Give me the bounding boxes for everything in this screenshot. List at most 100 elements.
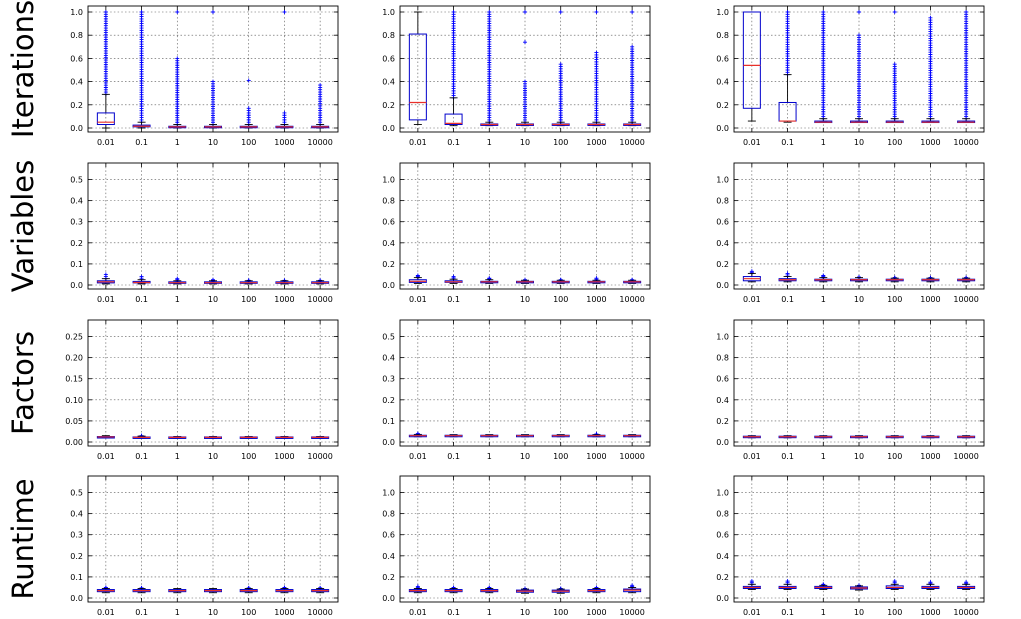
flier-point (964, 10, 969, 14)
box-0.1 (132, 585, 151, 594)
flier-point (246, 78, 251, 83)
flier-point (785, 271, 790, 276)
box-10000 (311, 436, 330, 439)
y-tick-label: 0.2 (382, 260, 395, 269)
box-0.1 (778, 10, 797, 123)
x-tick-label: 100 (241, 295, 256, 304)
box-10 (516, 277, 534, 284)
y-tick-label: 0.4 (716, 78, 729, 87)
y-tick-label: 0.0 (382, 281, 395, 290)
x-tick-label: 1000 (274, 452, 294, 461)
x-tick-label: 10000 (619, 295, 644, 304)
y-tick-label: 0.2 (716, 101, 729, 110)
box-1000 (921, 435, 940, 439)
y-tick-label: 0.15 (65, 375, 83, 384)
box-1 (480, 585, 499, 594)
x-tick-label: 10000 (953, 295, 978, 304)
x-tick-label: 10 (208, 452, 218, 461)
flier-point (487, 10, 492, 14)
flier-point (139, 274, 144, 279)
y-tick-label: 0.8 (716, 197, 729, 206)
box-10 (516, 10, 534, 127)
y-tick-label: 0.3 (70, 531, 83, 540)
box-100 (885, 579, 904, 591)
x-tick-label: 0.01 (97, 452, 115, 461)
flier-point (594, 10, 599, 14)
x-tick-label: 100 (241, 138, 256, 147)
x-tick-label: 0.1 (447, 295, 460, 304)
x-tick-label: 0.01 (743, 608, 761, 617)
y-tick-label: 0.0 (382, 594, 395, 603)
row-label-runtime: Runtime (6, 478, 40, 599)
flier-point (892, 579, 897, 584)
flier-point (749, 579, 754, 584)
y-tick-label: 0.4 (382, 552, 395, 561)
y-tick-label: 0.2 (382, 396, 395, 405)
x-tick-label: 1 (175, 138, 180, 147)
x-tick-label: 10 (208, 608, 218, 617)
x-tick-label: 0.1 (135, 295, 148, 304)
box-10000 (623, 277, 642, 284)
flier-point (964, 580, 969, 585)
x-tick-label: 10 (520, 138, 530, 147)
box-1000 (275, 436, 294, 439)
plot-frame (733, 319, 985, 447)
box-100 (551, 277, 570, 284)
plot-frame (399, 5, 651, 133)
flier-point (892, 62, 897, 67)
x-tick-label: 10000 (307, 608, 332, 617)
plot-frame (399, 475, 651, 603)
x-tick-label: 100 (553, 138, 568, 147)
panel-variables-1: 0.0 0.1 0.2 0.3 0.4 0.5 0.01 0.1 1 10 100 1000 10000 (70, 162, 339, 304)
y-tick-label: 1.0 (382, 8, 395, 17)
box-0.1 (778, 579, 797, 591)
box-100 (885, 435, 904, 439)
box-0.1 (778, 271, 797, 283)
panel-runtime-1: 0.0 0.1 0.2 0.3 0.4 0.5 0.01 0.1 1 10 100 1000 10000 (70, 475, 339, 617)
flier-point (630, 44, 635, 49)
y-tick-label: 0.8 (716, 354, 729, 363)
panel-factors-1: 0.00 0.05 0.10 0.15 0.20 0.25 0.01 0.1 1 10 100 100… (65, 319, 339, 461)
y-tick-label: 0.4 (382, 239, 395, 248)
box-0.01 (96, 585, 115, 594)
box-1 (168, 436, 187, 439)
box-0.01 (408, 431, 427, 438)
box-10000 (311, 585, 330, 594)
x-tick-label: 0.01 (409, 138, 427, 147)
x-tick-label: 1 (487, 295, 492, 304)
flier-point (523, 40, 527, 45)
flier-point (892, 10, 897, 14)
x-tick-label: 100 (887, 452, 902, 461)
x-tick-label: 1 (821, 295, 826, 304)
x-tick-label: 1 (487, 452, 492, 461)
x-tick-label: 0.01 (97, 138, 115, 147)
y-tick-label: 0.4 (70, 510, 83, 519)
box-1000 (275, 278, 294, 285)
row-label-variables: Variables (6, 160, 40, 293)
box-1000 (587, 10, 606, 127)
box-0.01 (96, 435, 115, 439)
y-tick-label: 0.6 (716, 375, 729, 384)
y-tick-label: 0.05 (65, 417, 83, 426)
y-tick-label: 0.4 (716, 239, 729, 248)
panel-runtime-2: 0.0 0.2 0.4 0.6 0.8 1.0 0.01 0.1 1 10 100 1000 10000 (382, 475, 651, 617)
panel-runtime-3: 0.0 0.2 0.4 0.6 0.8 1.0 0.01 0.1 1 10 100 1000 10000 (716, 475, 985, 617)
y-tick-label: 0.10 (65, 396, 83, 405)
box-10000 (623, 434, 642, 438)
flier-point (318, 83, 323, 88)
box-100 (551, 586, 570, 594)
flier-point (785, 579, 790, 584)
x-tick-label: 1000 (274, 138, 294, 147)
flier-point (523, 10, 527, 14)
box-100 (239, 436, 258, 439)
box-10 (850, 435, 868, 439)
y-tick-label: 0.0 (716, 281, 729, 290)
flier-point (558, 62, 563, 67)
x-tick-label: 10 (854, 138, 864, 147)
x-tick-label: 0.01 (743, 138, 761, 147)
x-tick-label: 0.1 (781, 608, 794, 617)
flier-point (415, 273, 420, 278)
box-1 (814, 435, 833, 439)
x-tick-label: 0.01 (743, 452, 761, 461)
